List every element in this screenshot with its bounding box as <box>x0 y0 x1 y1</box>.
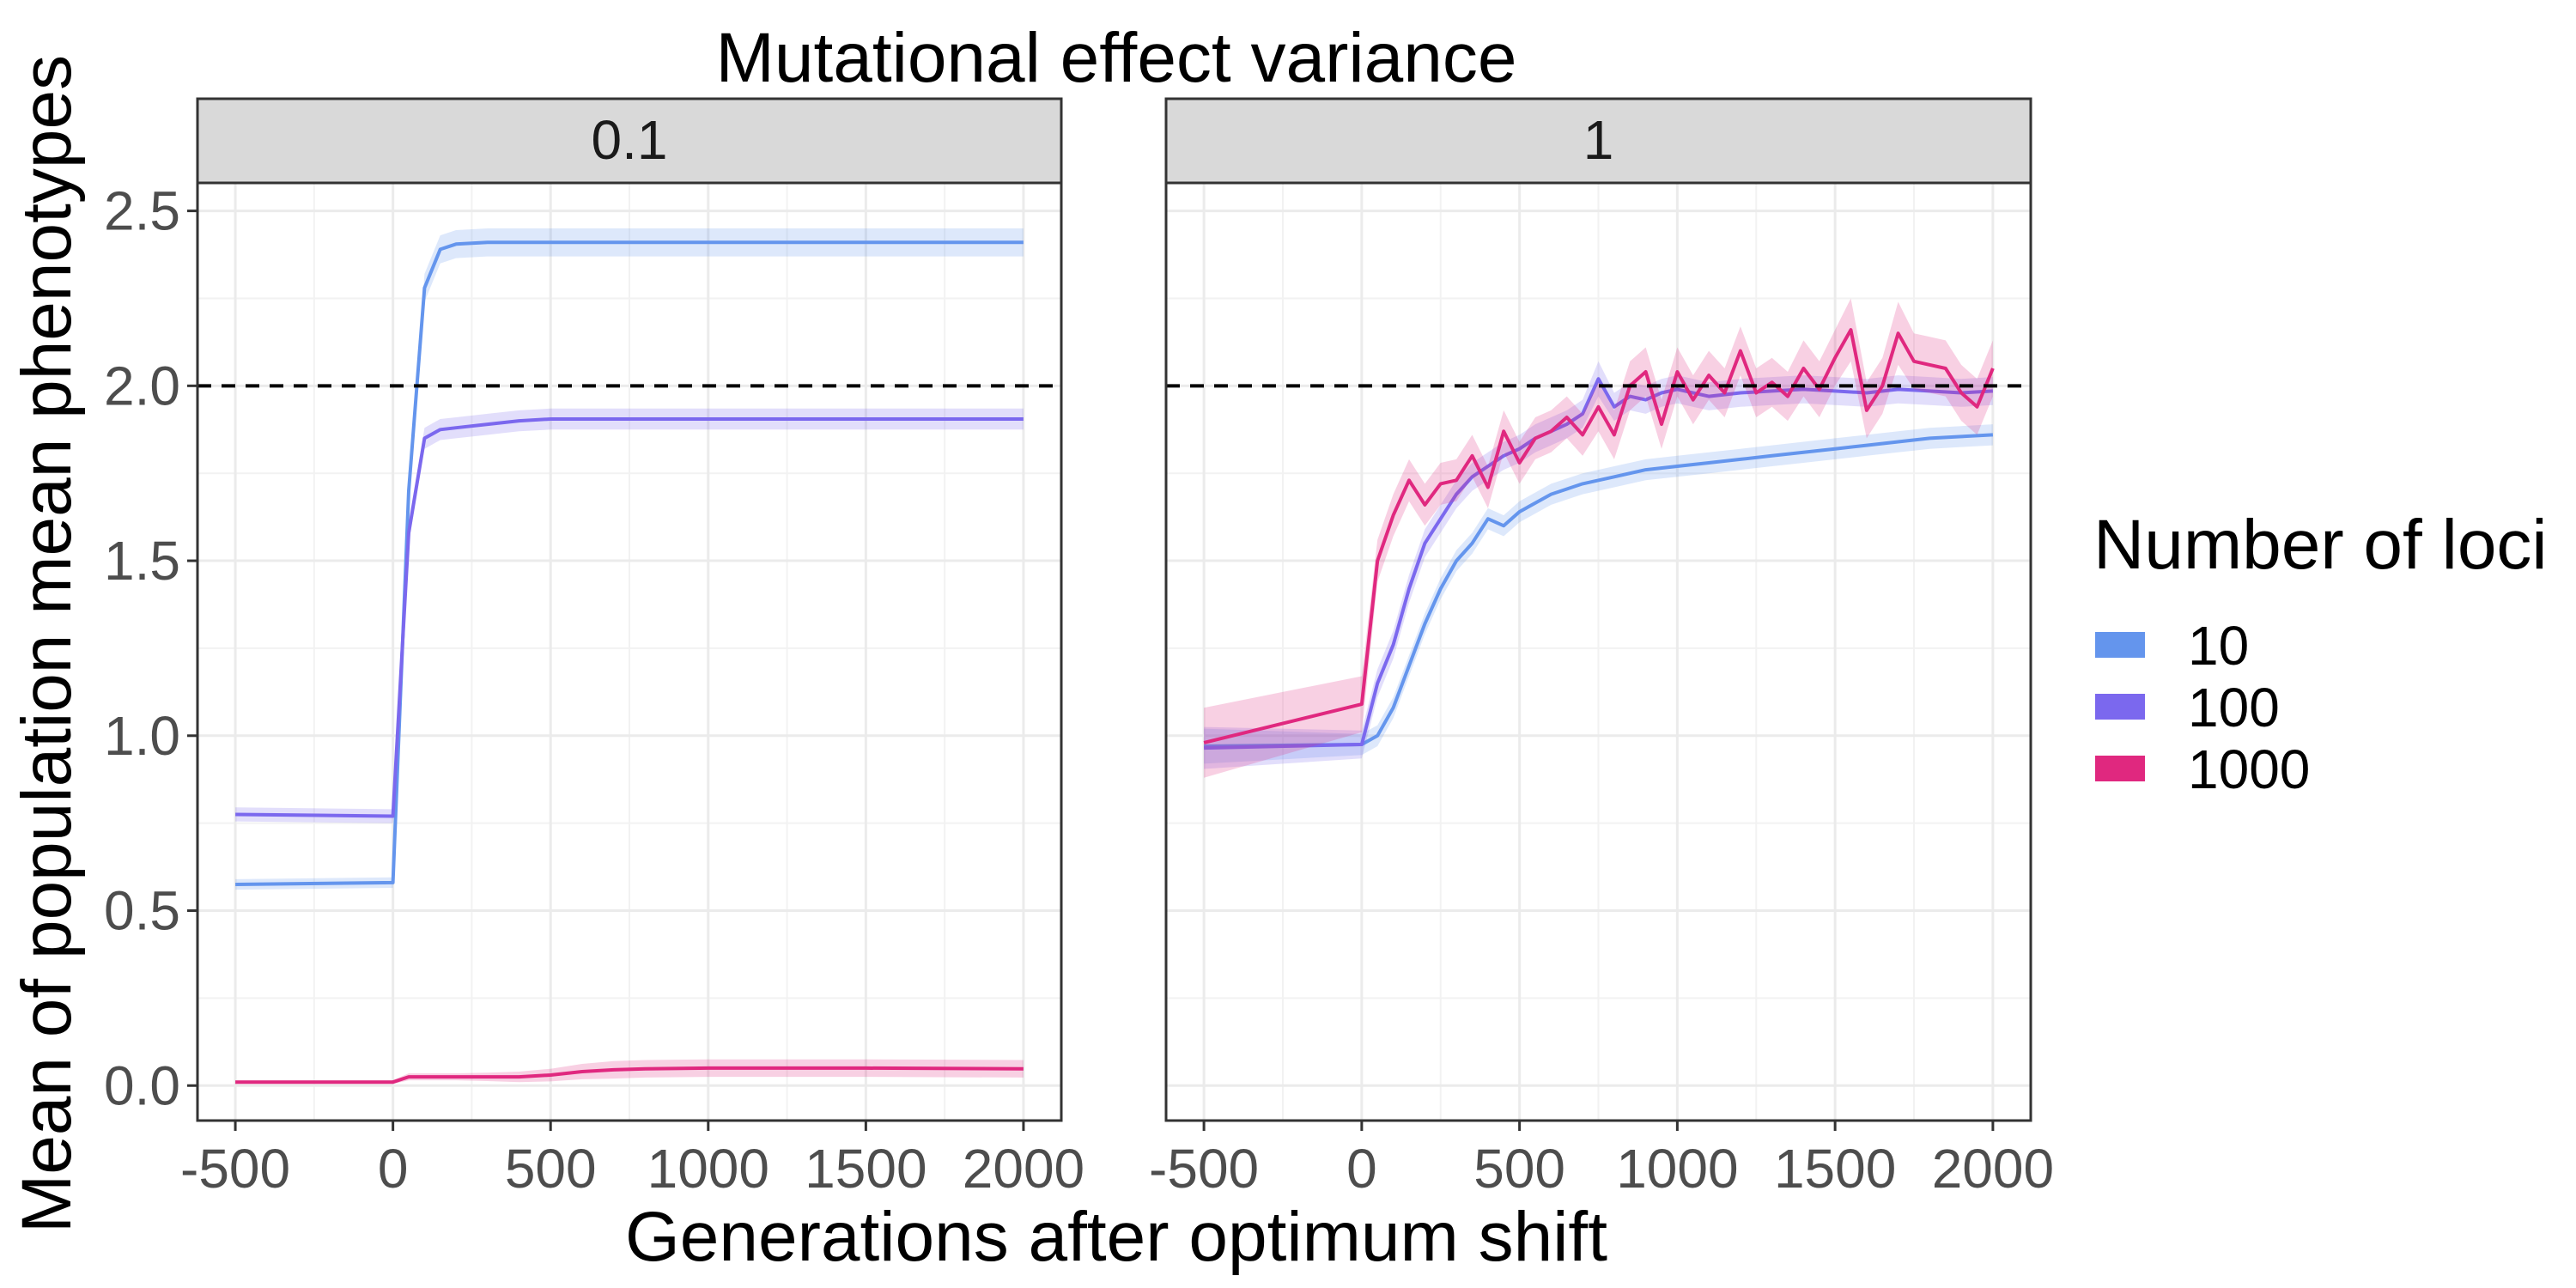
legend-key <box>2095 694 2145 720</box>
series-line-100 <box>235 417 1024 818</box>
x-tick-label: 1500 <box>1774 1138 1896 1200</box>
legend-item-1000: 1000 <box>2095 738 2310 800</box>
series-100 <box>235 408 1024 823</box>
x-tick-label: 500 <box>1473 1138 1565 1200</box>
y-axis-label: Mean of population mean phenotypes <box>8 55 86 1233</box>
confidence-band-1000 <box>1204 298 1993 778</box>
series-line-10 <box>1204 433 1994 748</box>
panels: 0.1-500 0 500 1000 1500 20000.00.51.01.52.02.… <box>104 97 2054 1200</box>
series-1000 <box>235 1059 1024 1084</box>
series-10 <box>1204 424 1994 764</box>
legend-title: Number of loci <box>2093 506 2548 584</box>
facet-strip <box>1164 97 2032 185</box>
y-tick-label: 0.0 <box>104 1054 180 1116</box>
x-tick-label: 1500 <box>805 1138 927 1200</box>
y-tick-label: 0.5 <box>104 880 180 942</box>
legend-key <box>2095 756 2145 781</box>
x-tick-label: 2000 <box>1932 1138 2054 1200</box>
gridlines <box>197 183 1061 1121</box>
panel-border <box>196 181 1063 1122</box>
series-100 <box>1204 361 1994 769</box>
legend-label: 100 <box>2188 677 2280 738</box>
legend-label: 10 <box>2188 615 2249 677</box>
x-tick-label: 0 <box>1346 1138 1377 1200</box>
legend-key <box>2095 632 2145 658</box>
confidence-band-100 <box>1204 361 1993 769</box>
legend-item-100: 100 <box>2095 677 2280 738</box>
y-tick-label: 2.0 <box>104 355 180 416</box>
panel-0: 0.1 -500 0 500 1000 1500 2000 0.0 0.5 1.0 1.5 2.0 2.… <box>104 97 1084 1200</box>
x-tick-label: 1000 <box>1616 1138 1738 1200</box>
chart-title: Mutational effect variance <box>716 19 1517 97</box>
series-line-100 <box>1204 377 1994 750</box>
facet-strip-label: 1 <box>1583 109 1614 171</box>
x-tick-label: 1000 <box>647 1138 769 1200</box>
x-axis-label: Generations after optimum shift <box>625 1198 1607 1276</box>
series-1000 <box>1203 298 1995 778</box>
gridlines <box>1166 183 2031 1121</box>
series-line-1000 <box>235 1066 1024 1084</box>
x-tick-label: 2000 <box>963 1138 1084 1200</box>
x-tick-label: -500 <box>180 1138 290 1200</box>
confidence-band-10 <box>1204 424 1993 764</box>
x-tick-label: -500 <box>1149 1138 1259 1200</box>
facet-strip <box>196 97 1063 185</box>
x-tick-label: 0 <box>378 1138 409 1200</box>
series-line-1000 <box>1203 328 1995 744</box>
y-tick-label: 1.0 <box>104 705 180 767</box>
x-tick-label: 500 <box>505 1138 597 1200</box>
y-tick-label: 1.5 <box>104 530 180 592</box>
panel-border <box>1164 181 2032 1122</box>
panel-1: 1 -500 0 500 1000 1500 2000 <box>1149 97 2054 1200</box>
facet-strip-label: 0.1 <box>592 109 668 171</box>
y-tick-label: 2.5 <box>104 180 180 242</box>
legend-label: 1000 <box>2188 738 2310 800</box>
legend-item-10: 10 <box>2095 615 2249 677</box>
